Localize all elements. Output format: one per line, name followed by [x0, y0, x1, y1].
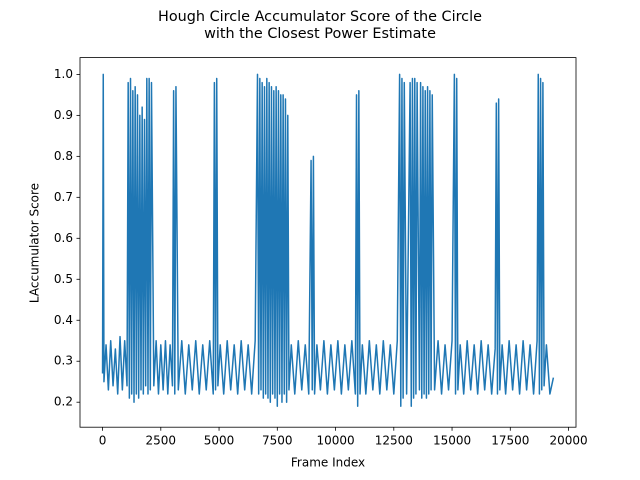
y-tick-label: 0.5 [54, 272, 73, 286]
x-tick-label: 12500 [375, 434, 413, 448]
x-tick-label: 2500 [146, 434, 177, 448]
x-tick-label: 20000 [549, 434, 587, 448]
y-tick-label: 0.9 [54, 108, 73, 122]
x-tick-label: 5000 [204, 434, 235, 448]
x-tick-label: 10000 [316, 434, 354, 448]
y-axis-label: LAccumulator Score [28, 183, 42, 303]
y-tick-label: 0.2 [54, 395, 73, 409]
chart-title: with the Closest Power Estimate [204, 26, 436, 42]
x-axis-label: Frame Index [291, 456, 365, 470]
chart-title: Hough Circle Accumulator Score of the Ci… [158, 9, 482, 25]
y-tick-label: 1.0 [54, 67, 73, 81]
x-tick-label: 15000 [433, 434, 471, 448]
x-tick-label: 7500 [262, 434, 293, 448]
y-tick-label: 0.8 [54, 149, 73, 163]
y-tick-label: 0.6 [54, 231, 73, 245]
y-tick-label: 0.7 [54, 190, 73, 204]
y-tick-label: 0.3 [54, 354, 73, 368]
x-tick-label: 0 [99, 434, 107, 448]
y-tick-label: 0.4 [54, 313, 73, 327]
plot-frame [79, 57, 577, 428]
data-line [101, 73, 555, 408]
x-tick-label: 17500 [491, 434, 529, 448]
